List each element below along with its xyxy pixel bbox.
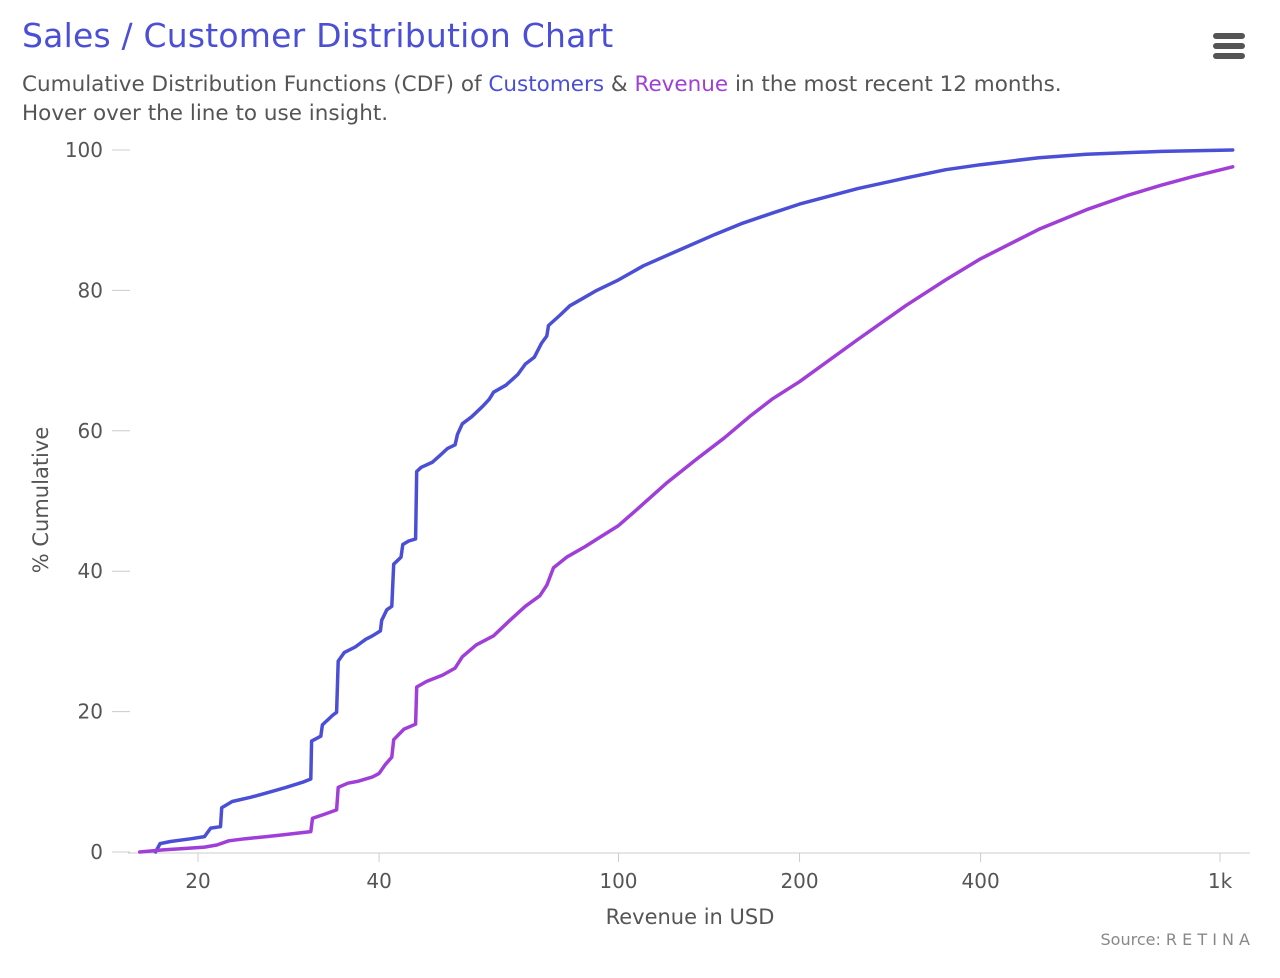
series-line-customers[interactable] [153,148,1235,854]
x-axis-title: Revenue in USD [606,905,775,929]
menu-bar [1213,33,1245,39]
x-tick-label: 40 [366,869,391,893]
chart-subtitle: Cumulative Distribution Functions (CDF) … [22,70,1062,128]
hamburger-menu-icon[interactable] [1204,24,1254,68]
menu-bar [1213,43,1245,49]
x-tick-label: 200 [780,869,818,893]
y-tick-label: 40 [78,559,103,583]
y-axis-title: % Cumulative [29,427,53,574]
subtitle-suffix: in the most recent 12 months. [728,72,1062,97]
x-tick-label: 20 [185,869,210,893]
subtitle-customers-highlight: Customers [488,72,605,97]
subtitle-and: & [604,72,635,97]
y-tick-label: 100 [65,138,103,162]
y-tick-label: 20 [78,700,103,724]
x-axis: 20 40 100 200 400 1k [128,852,1250,893]
y-tick-label: 80 [78,278,103,302]
y-tick-label: 60 [78,419,103,443]
x-tick-label: 100 [599,869,637,893]
series-line-revenue[interactable] [137,165,1235,854]
subtitle-prefix: Cumulative Distribution Functions (CDF) … [22,72,489,97]
x-tick-label: 1k [1208,869,1233,893]
x-tick-label: 400 [962,869,1000,893]
series-layer[interactable] [137,148,1235,854]
y-tick-label: 0 [90,840,103,864]
subtitle-line-2: Hover over the line to use insight. [22,101,389,126]
subtitle-revenue-highlight: Revenue [634,72,729,97]
menu-bar [1213,53,1245,59]
source-credit: Source: R E T I N A [1100,930,1251,949]
y-axis: 0 20 40 60 80 100 [65,138,130,864]
chart-title: Sales / Customer Distribution Chart [22,16,614,55]
